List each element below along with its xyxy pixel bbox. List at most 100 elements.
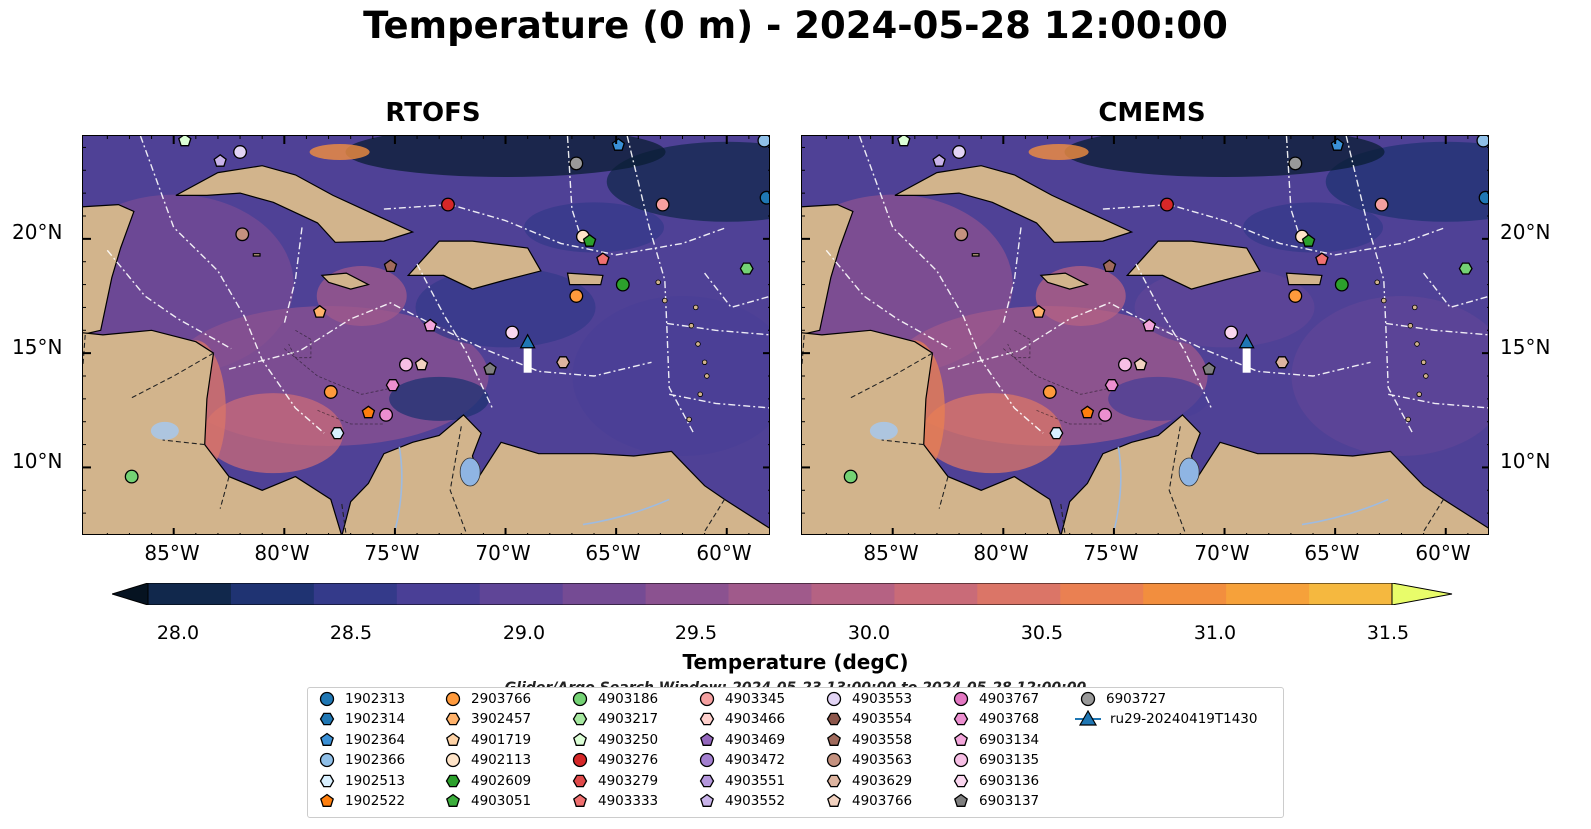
legend-marker-icon [445,713,461,726]
float-marker[interactable] [1288,156,1303,171]
float-marker[interactable] [739,262,754,275]
float-marker[interactable] [1031,304,1046,318]
legend-label: 1902522 [345,793,406,809]
float-marker[interactable] [759,190,770,205]
lon-label-65w-right: 65°W [1304,541,1360,565]
legend-marker-icon [445,753,461,768]
float-marker[interactable] [1301,233,1316,247]
float-marker[interactable] [1334,277,1349,292]
float-marker[interactable] [441,197,455,212]
colorbar-segment [562,583,647,605]
float-marker[interactable] [505,325,520,340]
float-marker[interactable] [932,153,946,167]
float-marker[interactable] [556,356,571,369]
legend-label: 4903217 [598,711,659,728]
legend-marker-icon [320,793,334,807]
float-marker[interactable] [414,357,429,371]
float-marker[interactable] [1202,361,1216,375]
float-marker[interactable] [596,252,610,266]
float-marker[interactable] [323,385,338,399]
legend-label: 4903551 [725,772,786,789]
float-marker[interactable] [1133,357,1148,371]
float-marker[interactable] [569,289,584,303]
legend: 1902313 1902314 1902364 1902366 1902513 19025… [307,687,1284,818]
float-marker[interactable] [379,407,394,422]
float-marker[interactable] [235,227,250,242]
float-marker[interactable] [312,304,327,318]
float-marker[interactable] [399,357,413,372]
float-marker[interactable] [178,136,192,147]
legend-label: 6903137 [979,793,1040,809]
float-marker[interactable] [1315,252,1329,266]
float-marker[interactable] [383,259,398,273]
float-marker[interactable] [1160,197,1174,212]
legend-marker-icon [954,793,968,807]
float-marker[interactable] [330,427,345,440]
legend-marker-icon [1075,710,1101,726]
lon-label-70w-right: 70°W [1194,541,1250,565]
float-marker[interactable] [757,136,770,148]
legend-marker-icon [572,691,588,707]
colorbar-segment [1060,583,1144,605]
float-marker[interactable] [423,318,438,332]
float-marker[interactable] [1476,136,1489,148]
legend-marker-icon [445,774,461,787]
float-marker[interactable] [569,156,584,171]
legend-label: 4903554 [852,711,913,728]
legend-marker-icon [699,713,715,726]
float-marker[interactable] [843,469,858,484]
rtofs-map[interactable] [82,135,770,535]
float-marker[interactable] [213,153,227,167]
float-marker[interactable] [1142,318,1157,332]
float-marker[interactable] [1458,262,1473,275]
lat-label-15n-left: 15°N [12,335,63,359]
legend-marker-icon [573,732,587,746]
legend-label: 4903276 [598,752,659,769]
legend-marker-icon [573,793,587,807]
float-marker[interactable] [124,469,139,484]
lat-label-20n-left: 20°N [12,220,63,244]
float-marker[interactable] [952,145,967,159]
float-marker[interactable] [1104,379,1119,392]
legend-marker-icon [572,774,588,787]
float-marker[interactable] [1118,357,1132,372]
float-marker[interactable] [1049,427,1064,440]
float-marker[interactable] [385,379,400,392]
float-marker[interactable] [1275,356,1290,369]
legend-label: 4903768 [979,711,1040,728]
legend-label: 4903766 [852,793,913,809]
float-marker[interactable] [361,405,376,419]
float-marker[interactable] [483,361,497,375]
legend-label: 4903553 [852,691,913,707]
float-marker[interactable] [1374,197,1389,212]
float-marker[interactable] [582,233,597,247]
legend-label: 6903134 [979,731,1040,748]
cmems-map[interactable] [801,135,1489,535]
float-marker[interactable] [897,136,911,147]
lon-label-85w-left: 85°W [144,541,200,565]
lat-label-20n-right: 20°N [1500,220,1551,244]
legend-label: 4903051 [471,793,532,809]
float-marker[interactable] [1224,325,1239,340]
float-marker[interactable] [1288,289,1303,303]
legend-marker-icon [446,793,460,807]
glider-marker[interactable] [519,333,536,349]
float-marker[interactable] [1042,385,1057,399]
colorbar-segment [479,583,564,605]
float-marker[interactable] [954,227,969,242]
float-marker[interactable] [233,145,248,159]
legend-marker-icon [319,713,335,726]
float-marker[interactable] [615,277,630,292]
float-marker[interactable] [1478,190,1489,205]
legend-label: ru29-20240419T1430 [1110,711,1258,728]
float-marker[interactable] [1098,407,1113,422]
legend-marker-icon [826,753,842,768]
legend-marker-icon [699,774,715,787]
glider-marker[interactable] [1238,333,1255,349]
legend-marker-icon [699,691,715,707]
float-marker[interactable] [1102,259,1117,273]
lon-label-60w-right: 60°W [1415,541,1471,565]
float-marker[interactable] [655,197,670,212]
float-marker[interactable] [1080,405,1095,419]
legend-marker-icon [953,753,969,768]
